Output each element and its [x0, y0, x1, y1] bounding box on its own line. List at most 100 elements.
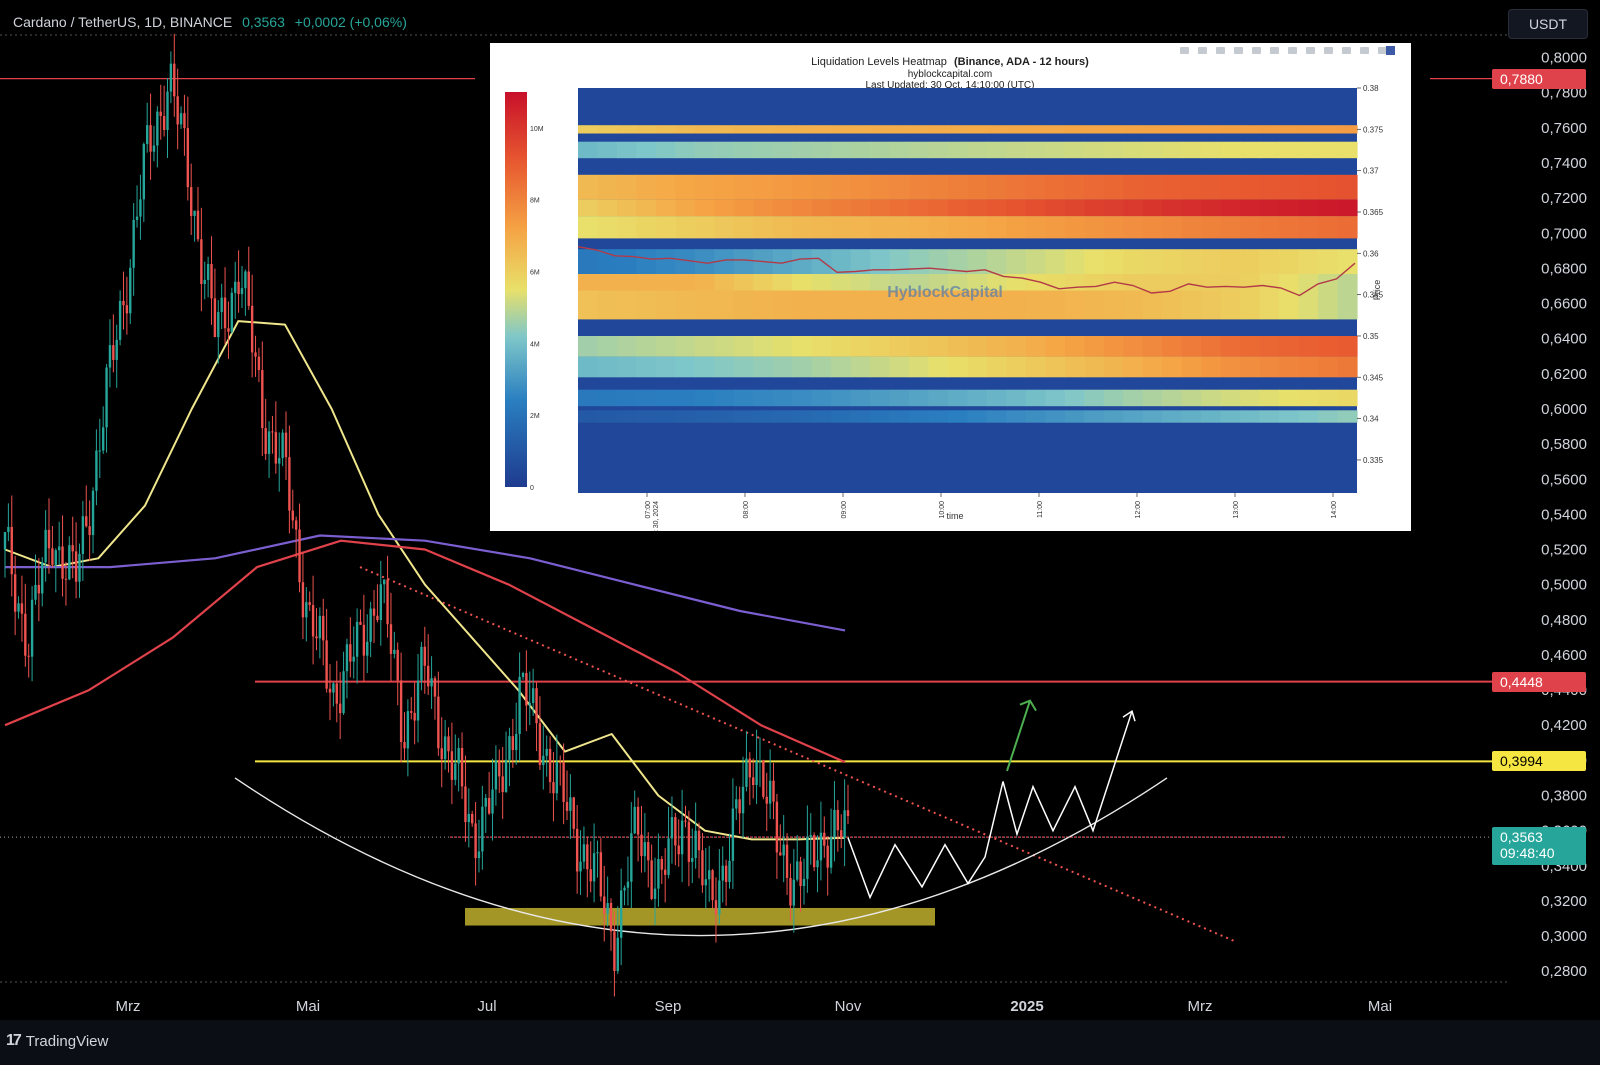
candle-body — [589, 869, 592, 882]
tradingview-label: TradingView — [25, 1032, 109, 1050]
heatmap-colorbar — [505, 92, 527, 487]
candle-body — [308, 602, 311, 606]
candle-body — [399, 680, 403, 742]
candle-body — [538, 723, 542, 765]
heatmap-toolbar-icon — [1288, 47, 1297, 54]
heatmap-cell — [850, 410, 871, 423]
heatmap-cell — [1142, 356, 1163, 378]
candle-body — [410, 711, 413, 713]
heatmap-cell — [967, 125, 988, 134]
candle-body — [603, 896, 606, 914]
heatmap-cell — [928, 249, 949, 274]
heatmap-cell — [1162, 216, 1183, 239]
heatmap-cell — [1220, 274, 1241, 291]
candle-body — [57, 546, 61, 551]
candle-body — [145, 125, 149, 145]
candle-body — [81, 516, 85, 554]
currency-selector[interactable]: USDT — [1508, 9, 1588, 39]
heatmap-cell — [597, 125, 618, 134]
tradingview-brand[interactable]: 17 TradingView — [6, 1032, 108, 1050]
heatmap-y-tick-label: 0.37 — [1363, 167, 1379, 176]
heatmap-cell — [1298, 336, 1319, 357]
candle-body — [474, 823, 477, 859]
heatmap-cell — [617, 249, 638, 274]
x-tick-label: Mai — [1368, 998, 1392, 1015]
heatmap-cell — [597, 174, 618, 200]
heatmap-cell — [987, 216, 1008, 239]
y-tick-label: 0,4200 — [1541, 717, 1587, 734]
heatmap-cell — [792, 249, 813, 274]
heatmap-toolbar-icon — [1252, 47, 1261, 54]
heatmap-cell — [1025, 336, 1046, 357]
heatmap-cell — [987, 356, 1008, 378]
candle-body — [701, 850, 704, 886]
heatmap-cell — [870, 274, 891, 291]
price-tag-resistance: 0,7880 — [1492, 68, 1586, 89]
x-tick-label: 2025 — [1010, 998, 1043, 1015]
candle-body — [227, 328, 230, 332]
heatmap-cell — [1025, 356, 1046, 378]
candle-body — [572, 797, 575, 829]
heatmap-cell — [617, 389, 638, 407]
heatmap-cell — [1318, 125, 1339, 134]
heatmap-cell — [1337, 336, 1358, 357]
heatmap-cell — [870, 125, 891, 134]
heatmap-cell — [675, 389, 696, 407]
heatmap-cell — [714, 125, 735, 134]
candle-body — [34, 584, 37, 600]
heatmap-cell — [870, 356, 891, 378]
heatmap-cell — [1279, 249, 1300, 274]
heatmap-y-tick-label: 0.375 — [1363, 125, 1384, 134]
heatmap-cell — [578, 274, 599, 291]
y-tick-label: 0,7800 — [1541, 85, 1587, 102]
candle-body — [349, 644, 352, 662]
heatmap-cell — [792, 199, 813, 217]
heatmap-cell — [1103, 410, 1124, 423]
candle-body — [826, 845, 829, 868]
heatmap-toolbar-icon — [1324, 47, 1333, 54]
heatmap-cell — [1123, 174, 1144, 200]
heatmap-cell — [850, 125, 871, 134]
heatmap-subtitle: hyblockcapital.com — [908, 69, 992, 80]
candle-body — [552, 782, 555, 794]
heatmap-cell — [1201, 174, 1222, 200]
heatmap-cell — [1025, 199, 1046, 217]
candle-body — [183, 113, 186, 129]
candle-body — [332, 683, 335, 693]
heatmap-cell — [733, 141, 754, 159]
heatmap-cell — [1084, 141, 1105, 159]
heatmap-cell — [1220, 410, 1241, 423]
heatmap-cell — [1240, 174, 1261, 200]
heatmap-cell — [753, 356, 774, 378]
heatmap-cell — [655, 274, 676, 291]
candle-body — [616, 937, 619, 972]
heatmap-cell — [1240, 249, 1261, 274]
heatmap-cell — [1337, 199, 1358, 217]
candle-body — [633, 806, 636, 834]
candle-body — [772, 780, 775, 802]
candle-body — [670, 817, 674, 839]
heatmap-cell — [1318, 249, 1339, 274]
candle-body — [152, 145, 156, 152]
candle-body — [619, 890, 623, 938]
candle-body — [159, 111, 162, 116]
heatmap-cell — [1142, 249, 1163, 274]
colorbar-tick-label: 0 — [530, 485, 534, 492]
y-tick-label: 0,3000 — [1541, 928, 1587, 945]
heatmap-cell — [1084, 125, 1105, 134]
candle-body — [13, 574, 17, 612]
heatmap-cell — [714, 336, 735, 357]
heatmap-cell — [889, 216, 910, 239]
heatmap-cell — [948, 216, 969, 239]
y-tick-label: 0,6000 — [1541, 401, 1587, 418]
heatmap-cell — [1142, 216, 1163, 239]
candle-body — [250, 305, 254, 353]
candle-body — [454, 763, 457, 780]
candle-body — [420, 646, 423, 681]
heatmap-cell — [1337, 216, 1358, 239]
heatmap-cell — [1064, 141, 1085, 159]
heatmap-cell — [948, 174, 969, 200]
y-tick-label: 0,7400 — [1541, 155, 1587, 172]
heatmap-cell — [617, 216, 638, 239]
heatmap-cell — [753, 389, 774, 407]
